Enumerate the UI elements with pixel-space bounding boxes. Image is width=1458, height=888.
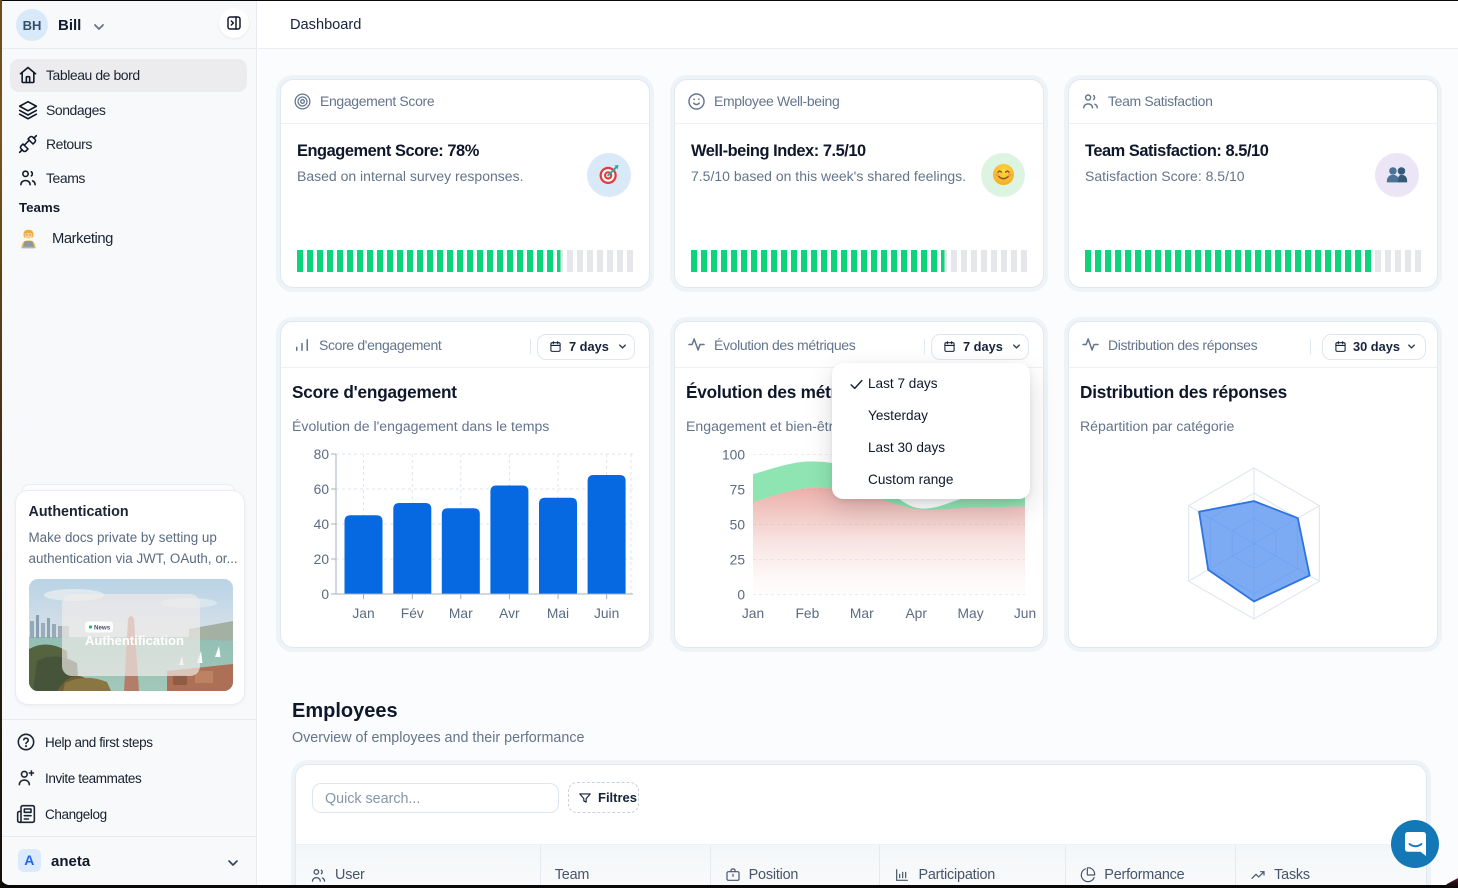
svg-text:Juin: Juin: [594, 606, 619, 621]
svg-text:40: 40: [314, 517, 330, 532]
svg-text:May: May: [958, 606, 984, 621]
svg-text:Jan: Jan: [742, 606, 764, 621]
svg-text:60: 60: [314, 482, 330, 497]
svg-text:Jun: Jun: [1014, 606, 1036, 621]
svg-text:25: 25: [730, 553, 746, 568]
svg-text:Apr: Apr: [905, 606, 927, 621]
svg-text:0: 0: [321, 587, 329, 602]
svg-text:100: 100: [722, 448, 745, 463]
svg-text:News: News: [94, 625, 111, 632]
svg-text:Feb: Feb: [796, 606, 820, 621]
svg-text:20: 20: [314, 552, 330, 567]
svg-text:Mar: Mar: [850, 606, 874, 621]
svg-text:Mai: Mai: [547, 606, 569, 621]
svg-text:0: 0: [737, 588, 745, 603]
svg-text:Fév: Fév: [401, 606, 424, 621]
svg-text:50: 50: [730, 518, 746, 533]
svg-text:Jan: Jan: [352, 606, 374, 621]
svg-text:80: 80: [314, 447, 330, 462]
svg-text:75: 75: [730, 483, 746, 498]
svg-text:Authentification: Authentification: [85, 633, 184, 648]
svg-text:Mar: Mar: [449, 606, 473, 621]
svg-text:Avr: Avr: [499, 606, 520, 621]
